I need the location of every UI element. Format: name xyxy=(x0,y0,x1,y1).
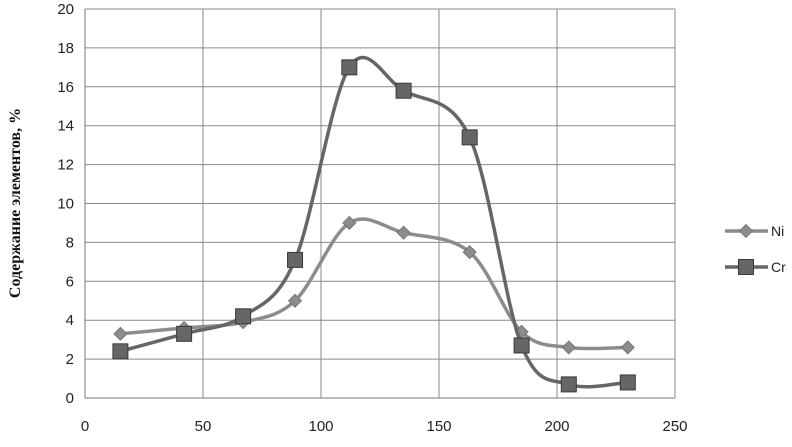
data-point-ni xyxy=(620,340,635,355)
y-tick-label: 8 xyxy=(66,234,74,251)
y-tick-label: 16 xyxy=(57,79,74,96)
x-tick-label: 250 xyxy=(662,418,687,435)
legend-label-ni: Ni xyxy=(771,223,784,239)
legend: Ni Cr xyxy=(725,223,786,275)
x-tick-label: 0 xyxy=(81,418,89,435)
data-point-cr xyxy=(176,325,193,342)
data-point-ni xyxy=(113,326,128,341)
x-tick-label: 150 xyxy=(426,418,451,435)
data-point-cr xyxy=(560,376,577,393)
legend-marker-ni xyxy=(738,223,754,239)
y-tick-label: 4 xyxy=(66,312,74,329)
data-point-ni xyxy=(342,215,357,231)
data-point-ni xyxy=(462,245,477,260)
x-tick-label: 50 xyxy=(195,418,212,435)
y-tick-label: 6 xyxy=(66,273,74,290)
y-axis-label: Содержание элементов, % xyxy=(7,108,24,298)
data-point-ni xyxy=(396,225,411,240)
y-tick-label: 0 xyxy=(66,390,74,407)
y-tick-label: 12 xyxy=(57,157,74,174)
legend-label-cr: Cr xyxy=(771,259,786,275)
x-tick-label: 100 xyxy=(308,418,333,435)
series-cr xyxy=(112,55,636,393)
data-point-cr xyxy=(513,337,530,354)
legend-item-ni: Ni xyxy=(725,223,784,239)
series-line-cr xyxy=(119,55,628,389)
legend-marker-cr xyxy=(738,259,754,275)
y-tick-label: 10 xyxy=(57,196,74,213)
y-tick-label: 18 xyxy=(57,40,74,57)
data-point-cr xyxy=(619,374,636,391)
data-point-cr xyxy=(461,129,478,146)
series-area xyxy=(112,55,636,393)
data-point-cr xyxy=(287,251,304,268)
data-point-ni xyxy=(561,340,576,355)
y-tick-label: 20 xyxy=(57,1,74,18)
legend-item-cr: Cr xyxy=(725,259,786,275)
data-point-cr xyxy=(341,59,358,76)
data-point-cr xyxy=(395,82,412,99)
data-point-cr xyxy=(112,343,129,360)
x-tick-label: 200 xyxy=(544,418,569,435)
y-tick-label: 14 xyxy=(57,118,74,135)
data-point-cr xyxy=(235,308,252,325)
y-tick-label: 2 xyxy=(66,351,74,368)
data-point-ni xyxy=(287,293,303,308)
